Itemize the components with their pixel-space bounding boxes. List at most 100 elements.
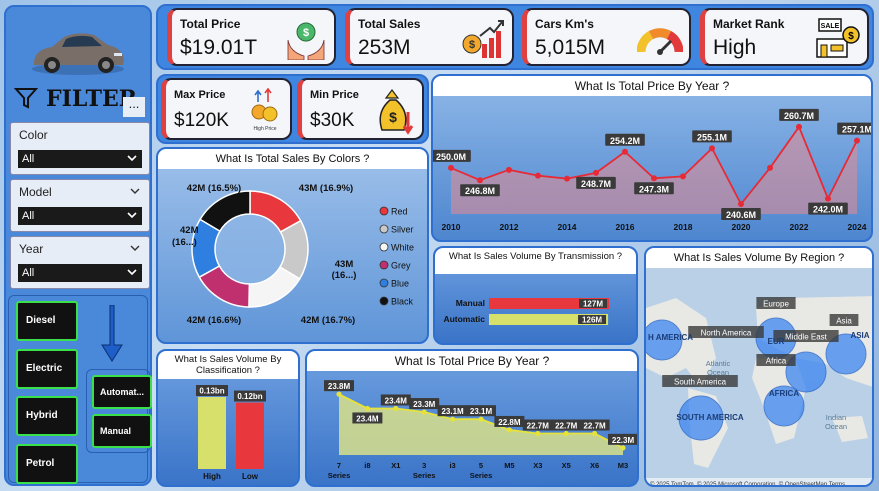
svg-text:$: $ [389,109,397,125]
more-options-button[interactable]: ... [123,97,145,117]
chart-title: What Is Total Price By Year ? [433,76,871,96]
region-label-bg [756,354,796,366]
kpi-min-price: Min Price $30K $ [297,78,424,140]
kpi-label: Total Price [180,17,241,31]
data-label-bg [579,299,607,308]
region-bubble [646,319,683,361]
kpi-total-price: Total Price $19.01T $ [167,8,336,66]
data-label: (16...) [332,270,357,281]
fuel-button-electric[interactable]: Electric [16,349,78,389]
category-label: High [203,472,221,481]
region-bubble [785,351,827,393]
x-tick-label: 5 [479,461,483,470]
year-select[interactable]: All [18,264,142,282]
region-label-bg [773,330,839,342]
fuel-button-petrol[interactable]: Petrol [16,444,78,484]
data-label: 23.4M [356,414,379,423]
region-label-bg [688,326,764,338]
data-label-bg [808,202,848,215]
x-tick-label: 2010 [442,222,461,232]
x-tick-label: M5 [504,461,514,470]
color-filter[interactable]: Color All [10,122,150,175]
region-label-bg [662,375,738,387]
data-label: 22.7M [583,422,606,431]
line-point [535,172,541,179]
legend-label: Blue [391,279,409,289]
classification-bar-plot: 0.13bn High 0.12bn Low [196,385,266,481]
model-select[interactable]: All [18,207,142,225]
color-filter-label: Color [19,128,48,142]
line-point [622,148,628,155]
category-label: Manual [456,298,485,308]
data-label-bg [605,133,645,146]
classification-bar [236,402,264,469]
x-tick-label: 2022 [790,222,809,232]
area-point [563,430,569,437]
legend-label: Grey [391,261,411,271]
x-tick-label: 2014 [558,222,577,232]
area-point [393,405,399,412]
data-label: 23.3M [413,400,436,409]
x-tick-label: 3 [422,461,426,470]
line-point [767,164,773,171]
data-label: 247.3M [639,184,669,194]
color-select[interactable]: All [18,150,142,168]
map-label: Indian [826,413,846,422]
legend-label: Black [391,297,414,307]
line-point [564,175,570,182]
sales-by-colors-donut-chart: What Is Total Sales By Colors ? 43M (16.… [156,147,429,344]
data-label: 0.13bn [199,387,224,396]
region-label: Europe [763,300,789,309]
kpi-value: 253M [358,36,411,59]
transmission-slicer [86,369,150,453]
line-area [451,126,857,214]
data-label-bg [433,149,471,162]
data-label-bg [576,176,616,189]
area-point [592,430,598,437]
data-label: 23.8M [328,382,351,391]
transmission-button-automatic[interactable]: Automat... [92,375,152,409]
data-label-bg [579,419,610,431]
data-label: 260.7M [784,111,814,121]
donut-plot: 43M (16.9%)43M(16...)42M (16.7%)42M (16.… [172,183,414,326]
model-select-value: All [22,210,35,222]
line-point [825,195,831,202]
data-label: 0.12bn [237,392,262,401]
year-select-value: All [22,267,35,279]
kpi-label: Cars Km's [535,17,594,31]
line-point [796,123,802,130]
donut-center [216,215,284,283]
region-map-plot: North America Europe Asia Middle East Africa… [646,268,872,485]
line-point [709,145,715,152]
area-point [421,409,427,415]
arrow-down-icon [100,304,124,368]
model-filter-label: Model [19,185,52,199]
chevron-down-icon [127,212,137,219]
model-filter[interactable]: Model All [10,179,150,232]
kpi-cars-km: Cars Km's 5,015M [522,8,691,66]
svg-text:$: $ [303,27,309,39]
legend-marker [379,224,389,234]
x-tick-label: 7 [337,461,341,470]
legend-marker [379,278,389,288]
chevron-down-icon[interactable] [129,242,141,254]
x-tick-label: X3 [533,461,542,470]
fuel-button-hybrid[interactable]: Hybrid [16,396,78,436]
map-label: AFRICA [769,389,799,398]
legend-label: Red [391,207,408,217]
fuel-button-diesel[interactable]: Diesel [16,301,78,341]
data-label-bg [721,208,761,221]
transmission-button-manual[interactable]: Manual [92,414,152,448]
chart-title: What Is Sales Volume By Transmission ? [435,248,636,274]
data-label-bg [466,405,496,417]
data-label-bg [409,398,440,410]
x-tick-label: 2020 [732,222,751,232]
line-point [506,166,512,173]
data-label-bg [196,385,228,396]
region-label: North America [701,329,752,338]
year-filter[interactable]: Year All [10,236,150,289]
line-point [448,164,454,171]
chevron-down-icon[interactable] [129,185,141,197]
kpi-total-sales: Total Sales 253M $ [345,8,514,66]
transmission-bar-plot: Manual 127M Automatic 126M [443,298,609,325]
